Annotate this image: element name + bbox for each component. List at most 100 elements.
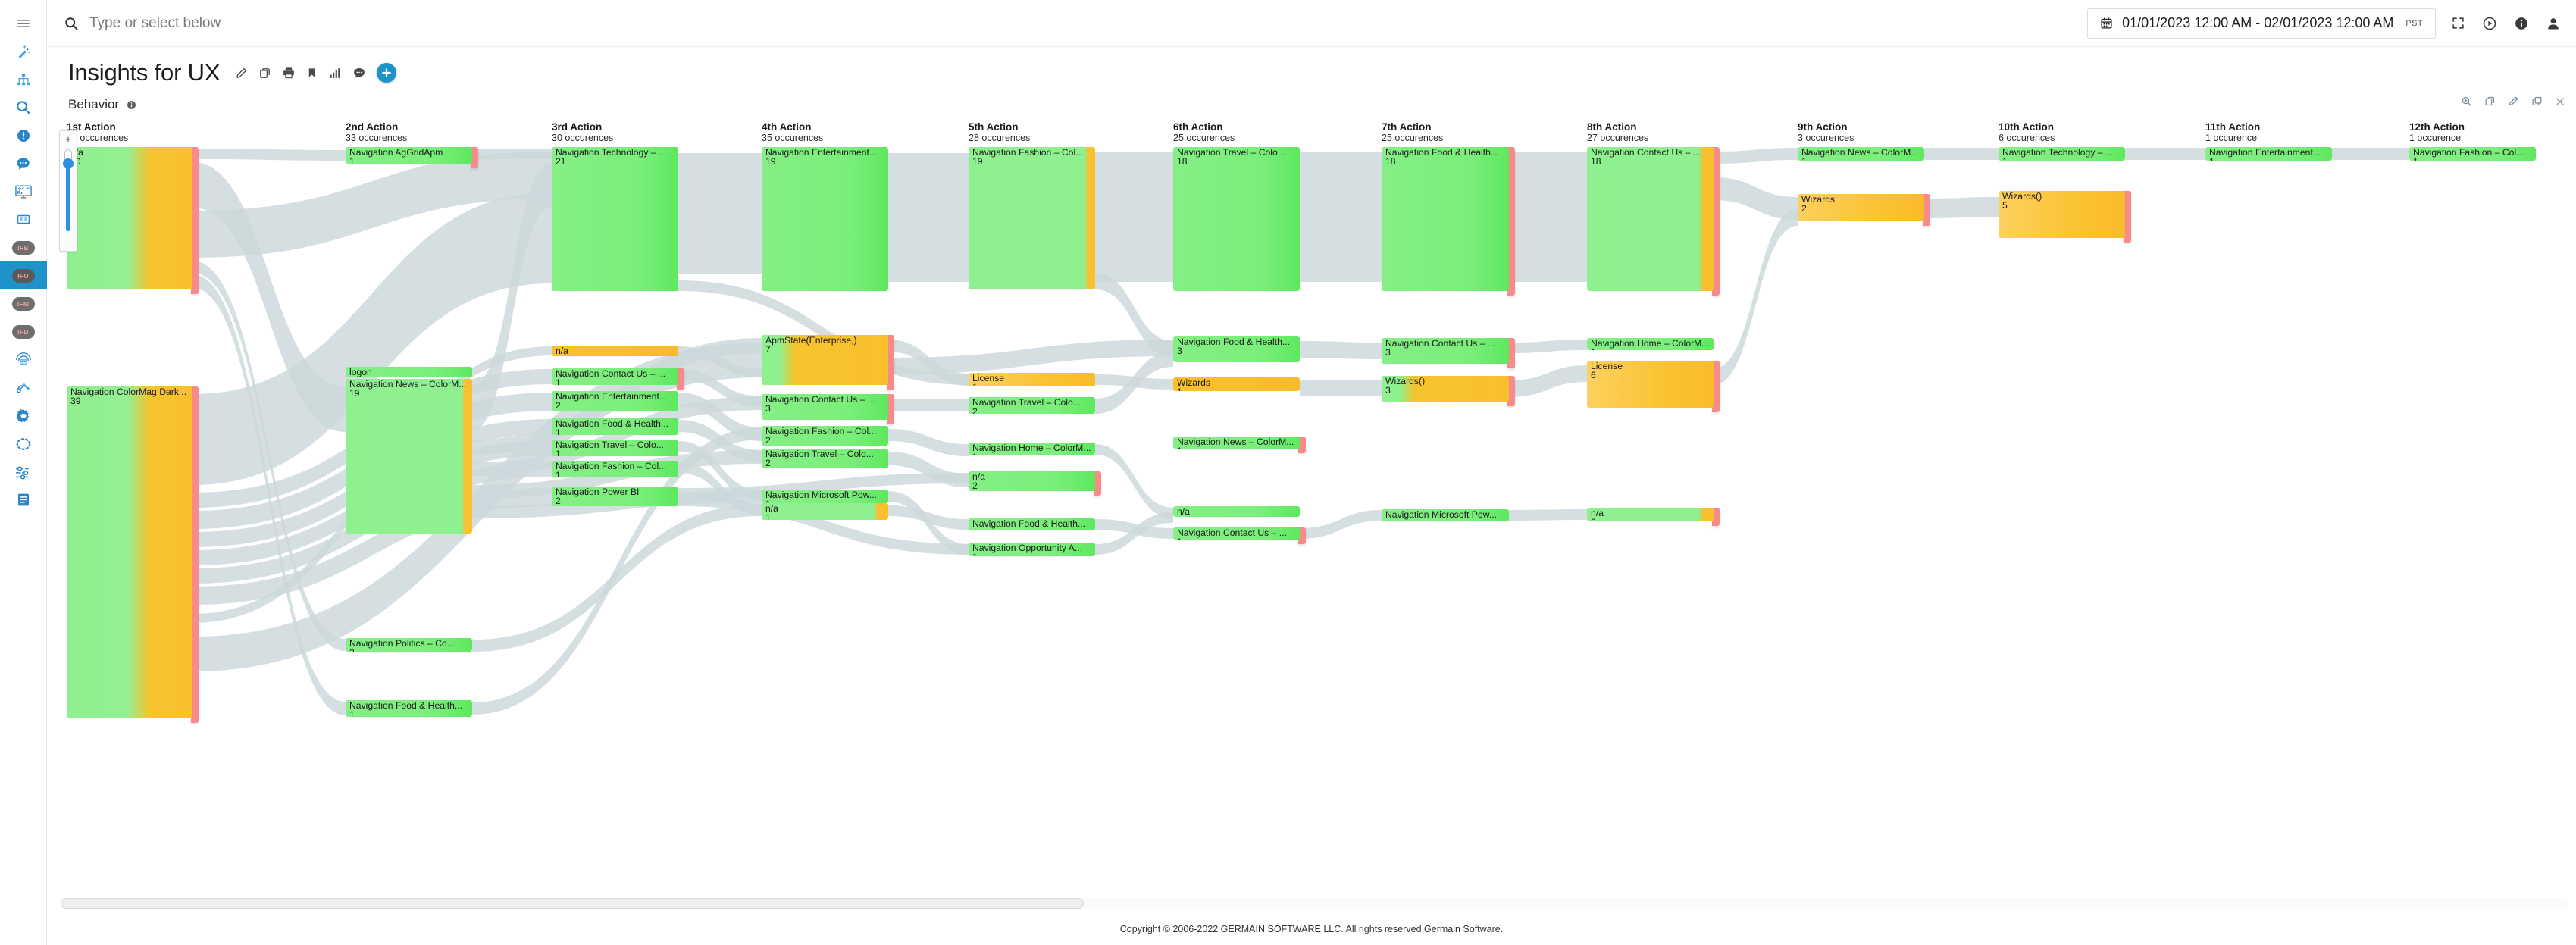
sankey-link[interactable] xyxy=(192,488,552,605)
sankey-node[interactable]: Navigation Opportunity A...1 xyxy=(969,543,1095,556)
sankey-node[interactable]: Navigation Technology – ...1 xyxy=(1999,147,2125,161)
date-range-picker[interactable]: 01/01/2023 12:00 AM - 02/01/2023 12:00 A… xyxy=(2087,8,2436,39)
edit-icon[interactable] xyxy=(2508,95,2519,107)
sankey-node[interactable]: Navigation Food & Health...1 xyxy=(552,418,678,435)
close-icon[interactable] xyxy=(2555,96,2565,107)
sankey-link[interactable] xyxy=(678,393,762,441)
sankey-node[interactable]: Navigation Food & Health...1 xyxy=(969,518,1095,530)
sankey-node[interactable]: Navigation Entertainment... 19 xyxy=(762,147,888,291)
sidebar-item-sitemap-icon[interactable] xyxy=(0,65,47,93)
sankey-node[interactable]: Navigation Fashion – Col... 19 xyxy=(969,147,1095,289)
sankey-link[interactable] xyxy=(678,369,762,407)
sankey-node[interactable]: n/a1 xyxy=(1173,506,1300,517)
sankey-link[interactable] xyxy=(1509,152,1587,282)
sankey-link[interactable] xyxy=(1714,209,1798,385)
comment-icon[interactable] xyxy=(352,66,366,80)
sankey-node[interactable]: Navigation Home – ColorM...1 xyxy=(969,443,1095,455)
sankey-node[interactable]: Navigation Travel – Colo... 2 xyxy=(762,449,888,468)
sankey-node[interactable]: Navigation AgGridApm 1 xyxy=(346,147,472,164)
sidebar-item-badge-ifu[interactable]: IFU xyxy=(0,261,47,289)
sankey-link[interactable] xyxy=(1924,148,1999,160)
sankey-link[interactable] xyxy=(1924,197,1999,218)
sankey-link[interactable] xyxy=(192,152,552,258)
sankey-link[interactable] xyxy=(472,427,762,715)
bookmark-icon[interactable] xyxy=(306,66,318,80)
zoom-out-button[interactable]: - xyxy=(66,236,70,248)
search-bar[interactable] xyxy=(47,0,2087,47)
sankey-link[interactable] xyxy=(888,505,969,530)
sankey-link[interactable] xyxy=(472,149,552,159)
sankey-node[interactable]: Navigation Power BI 2 xyxy=(552,487,678,506)
sankey-link[interactable] xyxy=(678,346,762,377)
zoom-slider[interactable]: + - xyxy=(59,130,77,252)
sankey-node[interactable]: License1 xyxy=(969,373,1095,386)
play-icon[interactable] xyxy=(2482,16,2497,31)
sankey-node[interactable]: Wizards() 5 xyxy=(1999,191,2125,238)
sidebar-item-radar-icon[interactable] xyxy=(0,346,47,374)
zoom-icon[interactable] xyxy=(2461,95,2472,107)
sankey-link[interactable] xyxy=(1300,510,1382,539)
sankey-link[interactable] xyxy=(678,473,969,499)
add-icon[interactable] xyxy=(377,63,397,83)
sidebar-item-gear-icon[interactable] xyxy=(0,402,47,430)
sankey-node[interactable]: Navigation Fashion – Col... 2 xyxy=(762,426,888,446)
sankey-link[interactable] xyxy=(1509,365,1587,397)
sankey-link[interactable] xyxy=(1095,273,1173,358)
sidebar-item-topology-icon[interactable] xyxy=(0,374,47,402)
sankey-link[interactable] xyxy=(472,396,762,476)
sankey-node[interactable]: n/a2 xyxy=(1587,508,1714,521)
sankey-link[interactable] xyxy=(472,162,552,430)
sankey-node[interactable]: Wizards 2 xyxy=(1798,194,1924,221)
zoom-in-button[interactable]: + xyxy=(65,133,71,145)
sankey-link[interactable] xyxy=(1714,177,1798,220)
sankey-link[interactable] xyxy=(192,149,346,161)
sankey-link[interactable] xyxy=(1300,380,1382,396)
sankey-node[interactable]: Navigation ColorMag Dark... 39 xyxy=(67,386,192,718)
zoom-track[interactable] xyxy=(63,149,74,233)
sankey-link[interactable] xyxy=(1509,509,1587,521)
edit-icon[interactable] xyxy=(235,67,248,80)
sankey-link[interactable] xyxy=(1095,152,1173,282)
sankey-link[interactable] xyxy=(678,153,762,274)
sankey-node[interactable]: Navigation Politics – Co...2 xyxy=(346,638,472,652)
sankey-link[interactable] xyxy=(1095,352,1173,414)
sankey-link[interactable] xyxy=(678,441,762,501)
sankey-node[interactable]: Navigation Microsoft Pow...1 xyxy=(762,490,888,503)
sankey-node[interactable]: Navigation Food & Health... 18 xyxy=(1382,147,1509,291)
scrollbar-thumb[interactable] xyxy=(61,898,1084,909)
sankey-node[interactable]: Navigation Contact Us – ... 18 xyxy=(1587,147,1714,291)
sankey-node[interactable]: Navigation Travel – Colo... 1 xyxy=(552,440,678,456)
sankey-link[interactable] xyxy=(678,496,969,555)
sankey-node[interactable]: n/a10 xyxy=(67,147,192,289)
sankey-link[interactable] xyxy=(678,280,969,385)
sidebar-item-badge-ifm[interactable]: IFM xyxy=(0,289,47,318)
sidebar-item-badge-ifd[interactable]: IFD xyxy=(0,318,47,346)
sankey-node[interactable]: License 6 xyxy=(1587,361,1714,408)
sankey-link[interactable] xyxy=(472,504,762,652)
sankey-link[interactable] xyxy=(1300,341,1382,359)
sankey-link[interactable] xyxy=(1714,148,1798,164)
sankey-link[interactable] xyxy=(2332,148,2409,160)
sidebar-item-magic-wand-icon[interactable] xyxy=(0,37,47,65)
sankey-link[interactable] xyxy=(888,452,969,487)
sankey-link[interactable] xyxy=(1509,340,1587,353)
sankey-node[interactable]: Navigation News – ColorM...1 xyxy=(1173,437,1300,449)
sankey-link[interactable] xyxy=(888,429,969,456)
copy-icon[interactable] xyxy=(2484,95,2496,107)
sidebar-item-search-icon[interactable] xyxy=(0,93,47,121)
copy-icon[interactable] xyxy=(258,67,271,80)
print-icon[interactable] xyxy=(282,66,296,80)
sidebar-item-badge-ifb[interactable]: IFB xyxy=(0,233,47,261)
sidebar-item-chat-icon[interactable] xyxy=(0,149,47,177)
sankey-link[interactable] xyxy=(1095,444,1173,518)
info-icon[interactable] xyxy=(127,100,136,110)
sidebar-item-panels-icon[interactable] xyxy=(0,205,47,233)
sankey-node[interactable]: Navigation Contact Us – ... 3 xyxy=(762,394,888,420)
sankey-node[interactable]: Navigation News – ColorM...1 xyxy=(1798,147,1924,161)
duplicate-icon[interactable] xyxy=(2531,95,2543,107)
user-icon[interactable] xyxy=(2546,16,2561,31)
sankey-node[interactable]: Navigation Contact Us – ...1 xyxy=(1173,527,1300,540)
sankey-node[interactable]: Navigation Home – ColorM...1 xyxy=(1587,338,1714,350)
